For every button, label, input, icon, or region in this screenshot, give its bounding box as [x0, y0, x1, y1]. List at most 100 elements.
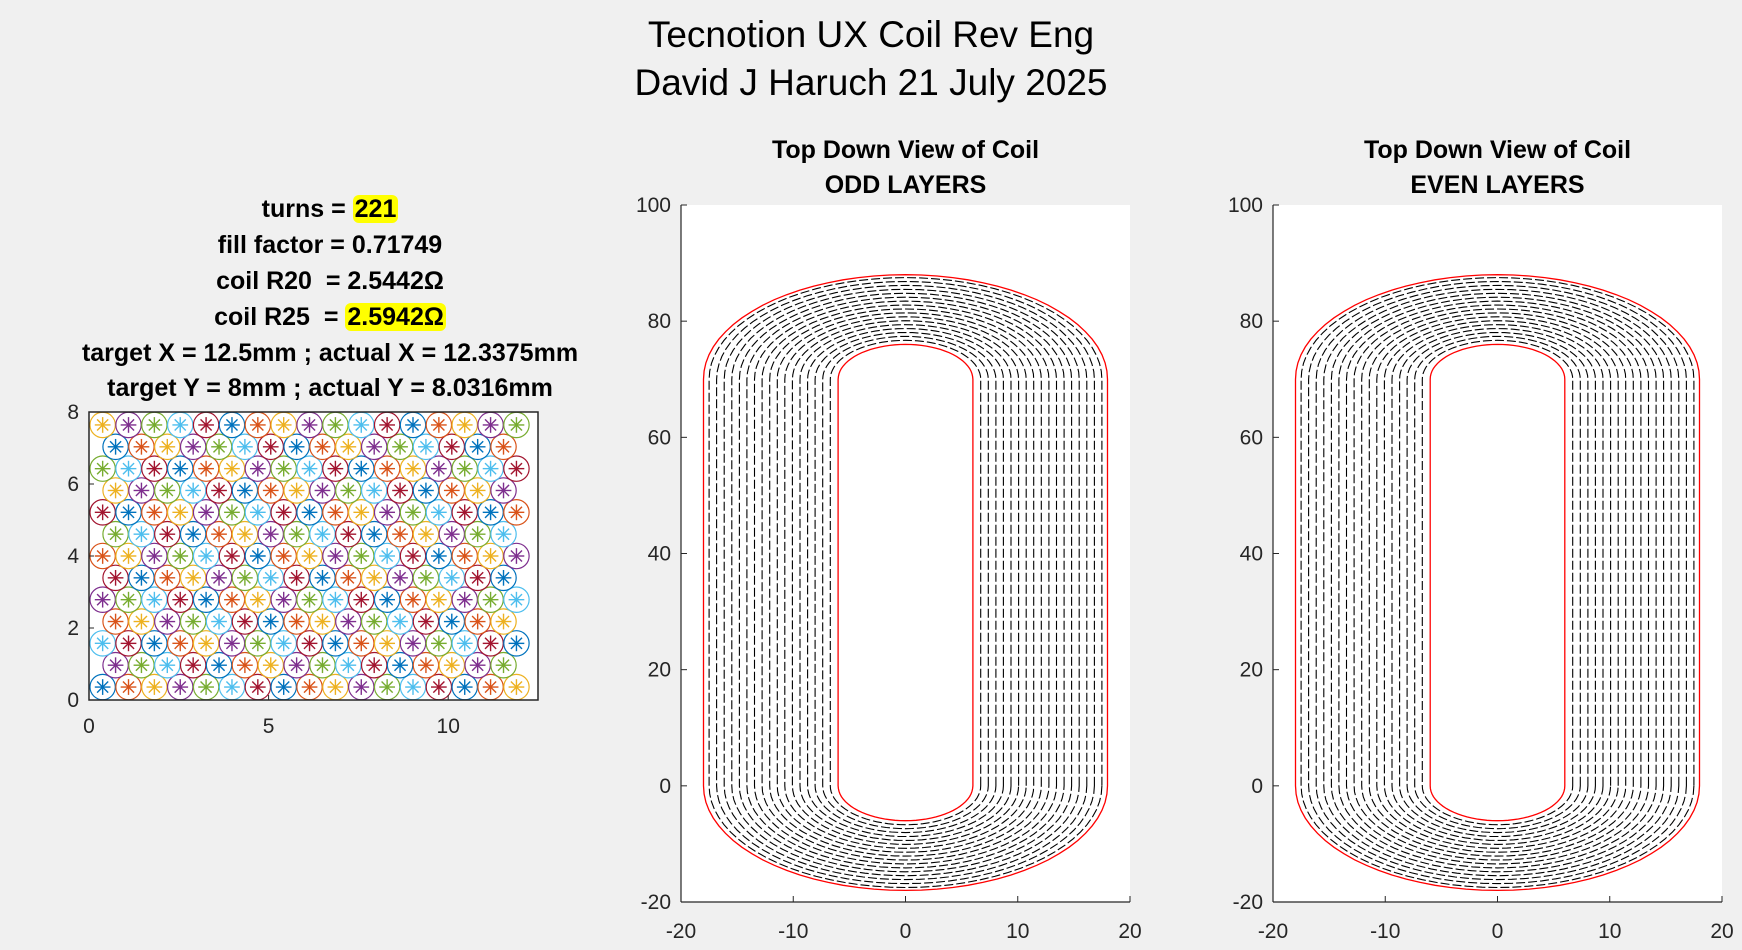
wire-asterisk-stroke	[174, 462, 187, 475]
wire-asterisk-stroke	[445, 528, 458, 541]
wire-asterisk-stroke	[161, 615, 174, 628]
wire-marker	[283, 433, 310, 461]
wire-asterisk-stroke	[329, 680, 342, 694]
wire-asterisk-stroke	[251, 637, 264, 650]
wire-asterisk-stroke	[471, 659, 484, 672]
y-tick-label: 6	[67, 473, 79, 496]
wire-asterisk-stroke	[174, 680, 187, 694]
wire-asterisk-stroke	[368, 440, 381, 453]
wire-asterisk-stroke	[458, 506, 471, 519]
wire-asterisk-stroke	[316, 571, 329, 584]
wire-asterisk-stroke	[368, 528, 381, 541]
odd-winding-turn	[822, 335, 989, 830]
wire-asterisk-stroke	[122, 593, 135, 606]
wire-marker	[386, 477, 414, 504]
wire-marker	[192, 499, 220, 526]
wire-marker	[154, 477, 181, 504]
wire-asterisk-stroke	[238, 484, 251, 497]
wire-asterisk-stroke	[432, 680, 445, 694]
wire-marker	[244, 455, 272, 482]
wire-asterisk-stroke	[381, 418, 394, 432]
wire-circle	[503, 455, 530, 482]
wire-asterisk-stroke	[212, 571, 226, 584]
wire-marker	[89, 673, 116, 701]
even-y-tick-label: 100	[1228, 194, 1263, 217]
even-winding-turn	[1300, 277, 1695, 889]
wire-asterisk-stroke	[122, 462, 135, 475]
wire-asterisk-stroke	[406, 680, 420, 694]
odd-title: Top Down View of Coil	[772, 136, 1039, 164]
odd-winding-turn	[723, 284, 1088, 881]
wire-asterisk-stroke	[277, 549, 290, 563]
wire-asterisk-stroke	[277, 506, 290, 519]
odd-winding-turn	[753, 300, 1058, 865]
wire-asterisk-stroke	[135, 659, 148, 672]
wire-asterisk-stroke	[174, 549, 187, 563]
wire-asterisk-stroke	[484, 418, 497, 432]
even-winding-turn	[1308, 280, 1687, 885]
wire-marker	[154, 651, 181, 679]
wire-asterisk-stroke	[251, 418, 264, 432]
turns-value: 221	[352, 195, 399, 223]
even-x-tick-label: 0	[1492, 920, 1504, 943]
wire-asterisk-stroke	[212, 484, 226, 497]
wire-marker	[296, 542, 323, 570]
r25-value: 2.5942Ω	[345, 303, 446, 331]
wire-asterisk-stroke	[355, 549, 368, 563]
wire-asterisk-stroke	[212, 440, 226, 453]
even-y-tick-label: 40	[1240, 543, 1263, 566]
wire-asterisk-stroke	[148, 418, 161, 432]
wire-asterisk-stroke	[174, 506, 187, 519]
wire-circle	[490, 564, 517, 592]
wire-marker	[373, 499, 401, 526]
r20-line: coil R20 = 2.5442Ω	[216, 267, 444, 295]
wire-circle	[490, 520, 517, 548]
wire-marker	[205, 564, 233, 592]
target-x-line: target X = 12.5mm ; actual X = 12.3375mm	[81, 339, 579, 367]
wire-asterisk-stroke	[251, 549, 264, 563]
even-y-tick-label: 60	[1240, 426, 1263, 449]
wire-asterisk-stroke	[200, 549, 213, 563]
wire-marker	[296, 586, 323, 613]
odd-y-tick-label: 20	[648, 659, 671, 682]
wire-marker	[115, 455, 142, 482]
wire-asterisk-stroke	[381, 680, 394, 694]
wire-asterisk-stroke	[290, 659, 303, 672]
wire-asterisk-stroke	[96, 506, 109, 519]
wire-marker	[490, 564, 517, 592]
wire-asterisk-stroke	[445, 440, 458, 453]
wire-asterisk-stroke	[122, 637, 135, 650]
wire-marker	[166, 455, 194, 482]
wire-asterisk-stroke	[277, 462, 290, 475]
wire-asterisk-stroke	[419, 528, 432, 541]
wire-asterisk-stroke	[148, 680, 161, 694]
wire-asterisk-stroke	[406, 418, 420, 432]
wire-asterisk-stroke	[238, 571, 251, 584]
wire-asterisk-stroke	[316, 528, 329, 541]
wire-asterisk-stroke	[109, 484, 122, 497]
wire-asterisk-stroke	[290, 484, 303, 497]
wire-marker	[490, 608, 517, 635]
wire-asterisk-stroke	[161, 571, 174, 584]
wire-marker	[205, 520, 233, 548]
odd-x-tick-label: -20	[666, 920, 696, 943]
wire-asterisk-stroke	[510, 680, 523, 694]
wire-asterisk-stroke	[200, 637, 213, 650]
wire-marker	[503, 455, 530, 482]
wire-marker	[464, 564, 491, 592]
even-winding-turn	[1421, 339, 1574, 826]
wire-circle	[503, 586, 530, 613]
wire-asterisk-stroke	[187, 571, 200, 584]
even-winding-turn	[1399, 328, 1596, 838]
wire-asterisk-stroke	[122, 418, 135, 432]
even-title: Top Down View of Coil	[1364, 136, 1631, 164]
wire-asterisk-stroke	[342, 571, 355, 584]
wire-asterisk-stroke	[109, 528, 122, 541]
wire-asterisk-stroke	[458, 418, 471, 432]
wire-asterisk-stroke	[394, 528, 407, 541]
wire-asterisk-stroke	[122, 680, 135, 694]
wire-marker	[270, 455, 297, 482]
even-subtitle: EVEN LAYERS	[1410, 171, 1584, 199]
wire-asterisk-stroke	[355, 593, 368, 606]
wire-asterisk-stroke	[329, 637, 342, 650]
